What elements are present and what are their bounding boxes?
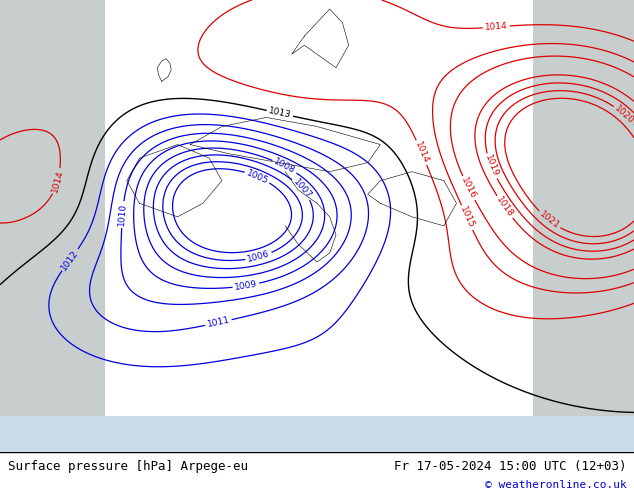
Text: 1019: 1019: [483, 154, 500, 178]
Text: 1016: 1016: [460, 176, 478, 200]
Text: 1006: 1006: [247, 249, 271, 264]
Text: © weatheronline.co.uk: © weatheronline.co.uk: [484, 480, 626, 490]
Text: 1013: 1013: [268, 106, 292, 120]
Text: 1010: 1010: [117, 203, 128, 226]
Text: 1014: 1014: [484, 22, 508, 32]
Text: 1008: 1008: [273, 157, 297, 175]
Text: 1014: 1014: [413, 140, 430, 165]
Bar: [0, 416, 634, 452]
Text: 1007: 1007: [291, 177, 313, 200]
Text: 1011: 1011: [206, 316, 231, 329]
Text: 1009: 1009: [234, 279, 258, 292]
Text: 1021: 1021: [538, 210, 561, 231]
Bar: [0, 0, 105, 452]
Text: 1005: 1005: [245, 168, 269, 186]
Bar: [533, 0, 634, 452]
Text: Fr 17-05-2024 15:00 UTC (12+03): Fr 17-05-2024 15:00 UTC (12+03): [394, 460, 626, 473]
Text: 1015: 1015: [458, 205, 476, 230]
Text: 1018: 1018: [495, 195, 515, 219]
Text: 1012: 1012: [60, 248, 81, 272]
Text: Surface pressure [hPa] Arpege-eu: Surface pressure [hPa] Arpege-eu: [8, 460, 248, 473]
Text: 1020: 1020: [613, 104, 634, 126]
Text: 1014: 1014: [50, 169, 65, 194]
